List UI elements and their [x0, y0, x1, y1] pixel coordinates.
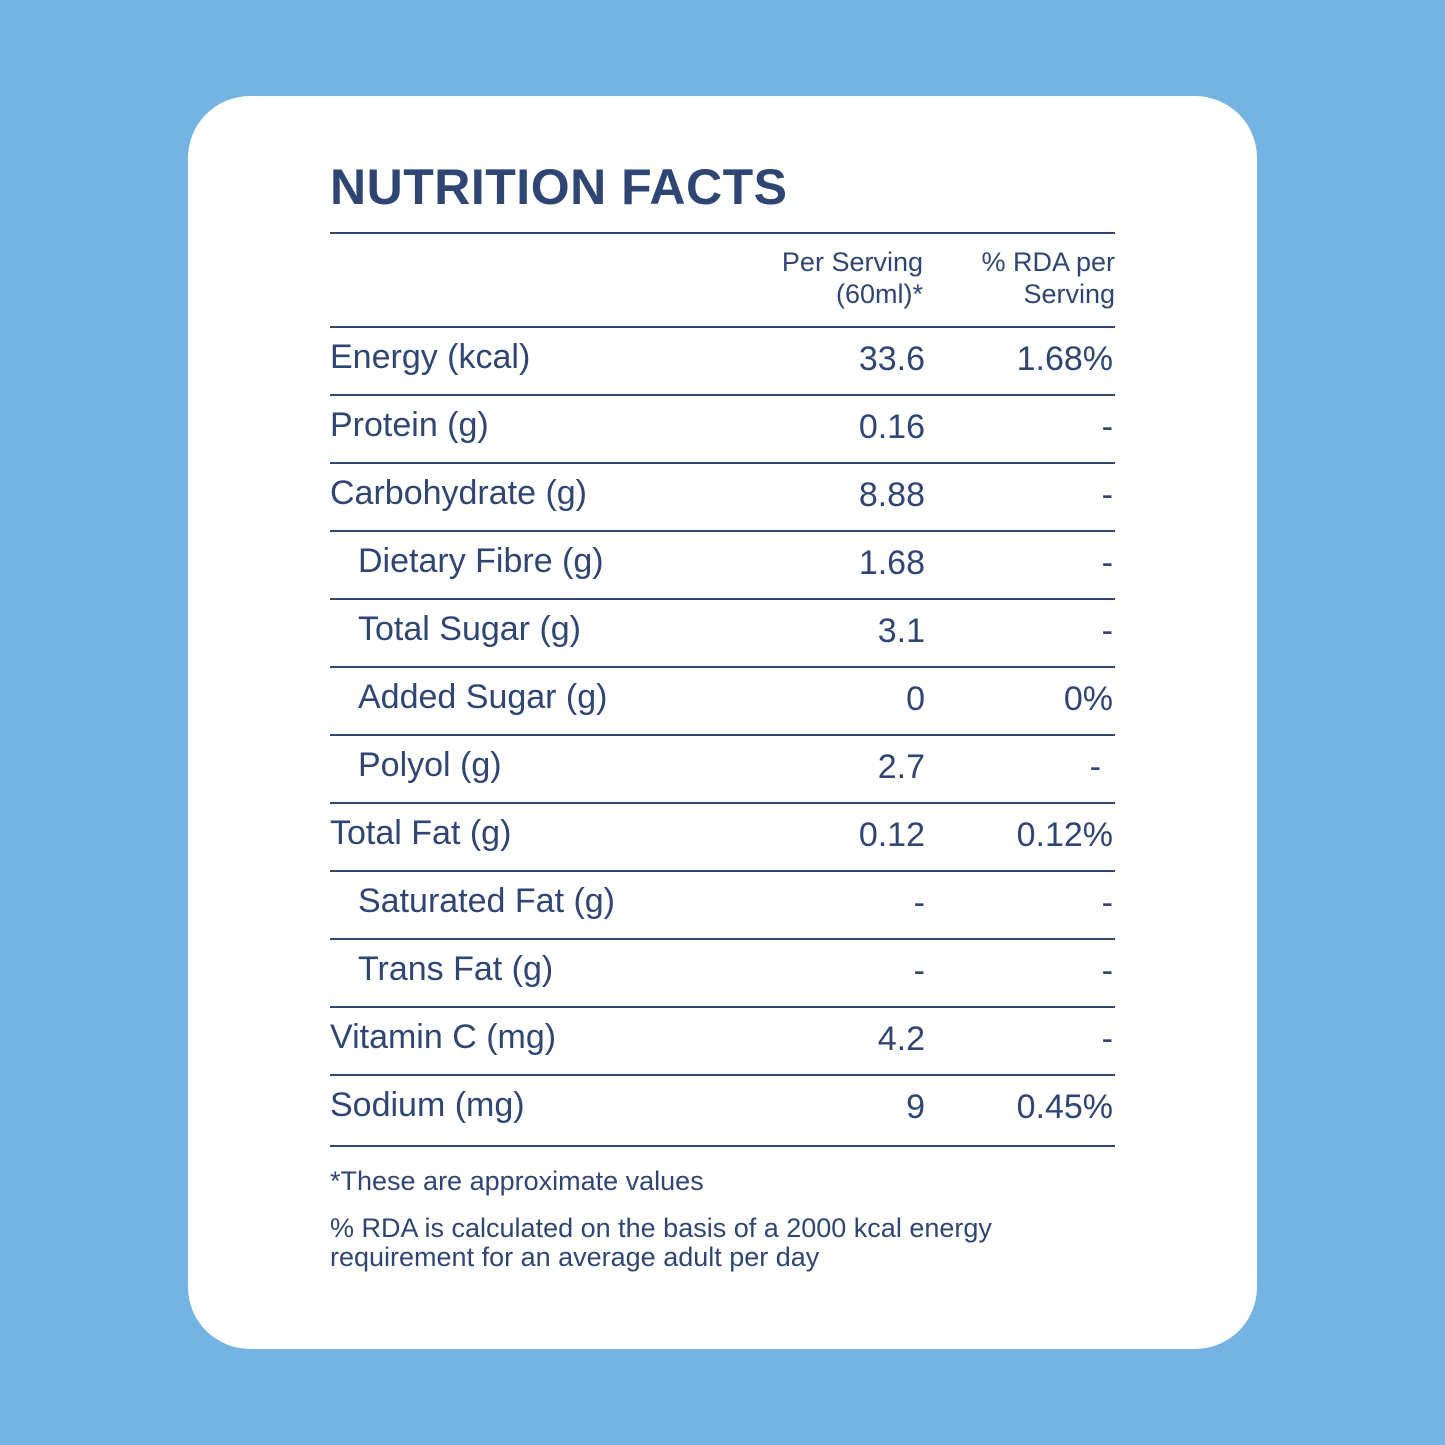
row-divider	[330, 530, 1115, 532]
per-serving-header-line2: (60ml)*	[835, 279, 923, 309]
nutrient-row: Carbohydrate (g) 8.88 -	[330, 464, 1115, 530]
row-divider	[330, 802, 1115, 804]
per-serving-value: 0	[906, 680, 925, 718]
row-divider	[330, 938, 1115, 940]
nutrient-row: Vitamin C (mg) 4.2 -	[330, 1008, 1115, 1074]
nutrient-label: Total Fat (g)	[330, 814, 512, 852]
per-serving-value: 0.12	[858, 816, 925, 854]
nutrient-label: Total Sugar (g)	[358, 610, 581, 648]
row-divider	[330, 598, 1115, 600]
nutrient-row: Polyol (g) 2.7 -	[330, 736, 1115, 802]
row-divider	[330, 394, 1115, 396]
per-serving-value: 33.6	[858, 340, 925, 378]
nutrient-label: Sodium (mg)	[330, 1086, 525, 1124]
per-serving-value: 3.1	[877, 612, 925, 650]
row-divider	[330, 734, 1115, 736]
rda-header-line1: % RDA per	[981, 247, 1115, 277]
rda-basis-note: % RDA is calculated on the basis of a 20…	[330, 1213, 992, 1272]
nutrient-row: Dietary Fibre (g) 1.68 -	[330, 532, 1115, 598]
rda-value: -	[1089, 748, 1101, 786]
nutrient-row: Saturated Fat (g) - -	[330, 872, 1115, 938]
per-serving-header: Per Serving (60ml)*	[782, 246, 923, 310]
nutrient-row: Energy (kcal) 33.6 1.68%	[330, 328, 1115, 394]
per-serving-value: 9	[906, 1088, 925, 1126]
approximate-values-note: *These are approximate values	[330, 1166, 704, 1196]
rda-value: 0%	[1063, 680, 1113, 718]
nutrient-label: Energy (kcal)	[330, 338, 531, 376]
rda-value: 1.68%	[1016, 340, 1113, 378]
per-serving-value: 0.16	[858, 408, 925, 446]
per-serving-value: -	[913, 884, 925, 922]
nutrient-row: Sodium (mg) 9 0.45%	[330, 1076, 1115, 1142]
nutrient-label: Polyol (g)	[358, 746, 502, 784]
rda-value: -	[1101, 952, 1113, 990]
per-serving-header-line1: Per Serving	[781, 247, 923, 277]
nutrient-label: Protein (g)	[330, 406, 489, 444]
nutrient-label: Carbohydrate (g)	[330, 474, 588, 512]
nutrient-row: Total Fat (g) 0.12 0.12%	[330, 804, 1115, 870]
row-divider	[330, 1074, 1115, 1076]
rda-value: 0.45%	[1016, 1088, 1113, 1126]
per-serving-value: -	[913, 952, 925, 990]
per-serving-value: 2.7	[877, 748, 925, 786]
row-divider	[330, 1006, 1115, 1008]
rda-header: % RDA per Serving	[981, 246, 1115, 310]
rda-value: -	[1101, 1020, 1113, 1058]
nutrient-label: Dietary Fibre (g)	[358, 542, 604, 580]
header-divider	[330, 326, 1115, 328]
per-serving-value: 1.68	[858, 544, 925, 582]
rda-value: 0.12%	[1016, 816, 1113, 854]
title-divider	[330, 232, 1115, 234]
nutrient-row: Protein (g) 0.16 -	[330, 396, 1115, 462]
nutrient-row: Added Sugar (g) 0 0%	[330, 668, 1115, 734]
nutrition-card: NUTRITION FACTS Per Serving (60ml)* % RD…	[188, 96, 1257, 1349]
rda-value: -	[1101, 612, 1113, 650]
rda-value: -	[1101, 884, 1113, 922]
per-serving-value: 8.88	[858, 476, 925, 514]
page-title: NUTRITION FACTS	[330, 159, 788, 215]
nutrient-label: Vitamin C (mg)	[330, 1018, 557, 1056]
rda-value: -	[1101, 408, 1113, 446]
row-divider	[330, 666, 1115, 668]
nutrient-row: Total Sugar (g) 3.1 -	[330, 600, 1115, 666]
row-divider	[330, 462, 1115, 464]
rda-header-line2: Serving	[1023, 279, 1115, 309]
nutrient-label: Trans Fat (g)	[358, 950, 554, 988]
nutrient-row: Trans Fat (g) - -	[330, 940, 1115, 1006]
rda-value: -	[1101, 476, 1113, 514]
rda-value: -	[1101, 544, 1113, 582]
row-divider	[330, 870, 1115, 872]
nutrient-label: Saturated Fat (g)	[358, 882, 616, 920]
table-bottom-divider	[330, 1145, 1115, 1147]
per-serving-value: 4.2	[877, 1020, 925, 1058]
nutrient-label: Added Sugar (g)	[358, 678, 608, 716]
